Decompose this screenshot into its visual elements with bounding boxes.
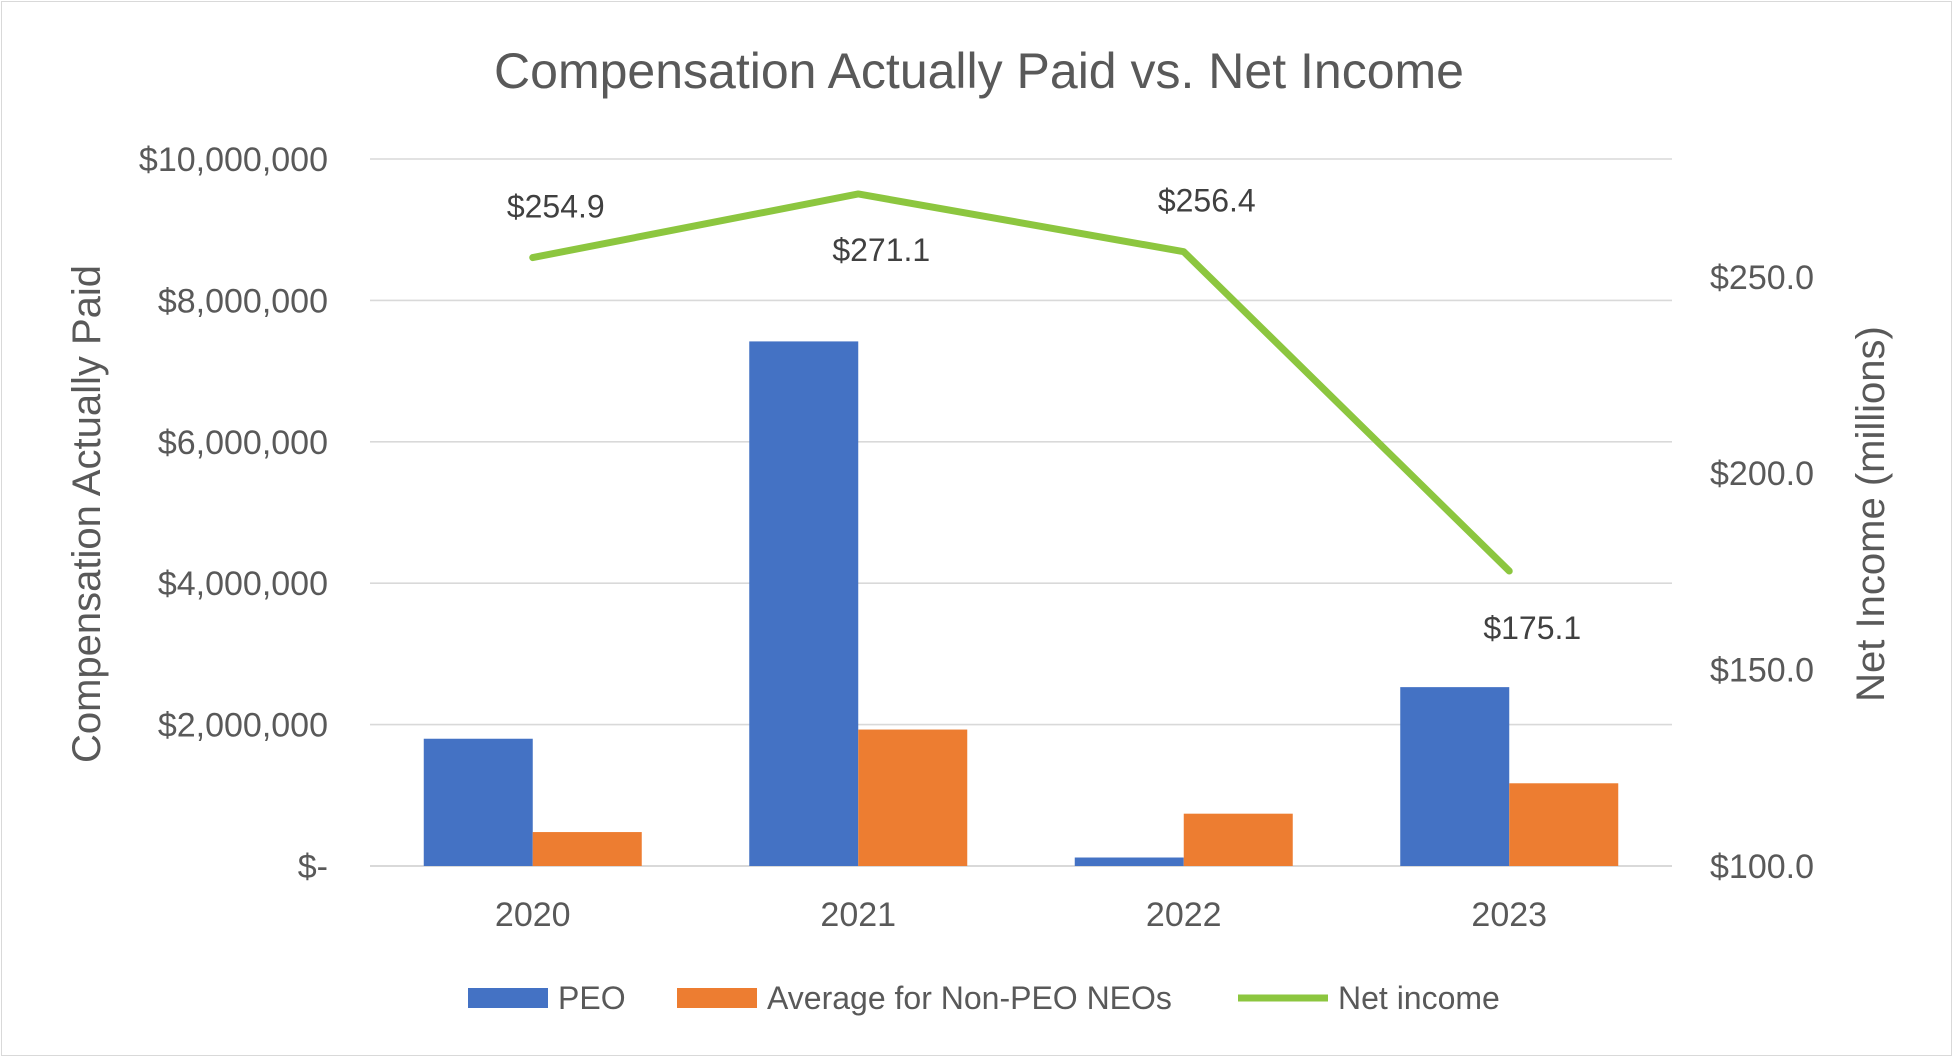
right-tick-label: $200.0 xyxy=(1710,455,1814,493)
non-peo-bar xyxy=(858,729,968,866)
peo-bar xyxy=(1074,857,1184,866)
right-tick-label: $250.0 xyxy=(1710,259,1814,297)
x-tick-label: 2021 xyxy=(820,896,896,934)
net-income-data-label: $175.1 xyxy=(1483,610,1581,646)
non-peo-bar xyxy=(1509,783,1619,866)
left-tick-label: $10,000,000 xyxy=(139,141,328,179)
left-tick-label: $2,000,000 xyxy=(158,707,328,745)
bar-series xyxy=(423,341,1619,866)
peo-bar xyxy=(1400,687,1510,866)
chart-title: Compensation Actually Paid vs. Net Incom… xyxy=(494,43,1464,99)
x-tick-label: 2022 xyxy=(1146,896,1222,934)
x-tick-label: 2020 xyxy=(495,896,571,934)
left-tick-label: $8,000,000 xyxy=(158,282,328,320)
legend-swatch xyxy=(468,988,548,1008)
legend: PEO Average for Non-PEO NEOs Net income xyxy=(468,980,1500,1016)
net-income-line xyxy=(529,190,1513,575)
peo-bar xyxy=(423,738,533,866)
left-tick-label: $6,000,000 xyxy=(158,424,328,462)
left-axis: $- $2,000,000 $4,000,000 $6,000,000 $8,000,0… xyxy=(139,141,328,886)
right-tick-label: $100.0 xyxy=(1710,848,1814,886)
peo-bar xyxy=(749,341,859,866)
left-tick-label: $- xyxy=(298,848,328,886)
left-axis-title: Compensation Actually Paid xyxy=(65,265,109,763)
right-axis: $100.0 $150.0 $200.0 $250.0 xyxy=(1710,259,1814,886)
line-series: $254.9 $271.1 $256.4 $175.1 xyxy=(507,183,1581,646)
legend-label: PEO xyxy=(558,980,626,1016)
x-axis: 2020 2021 2022 2023 xyxy=(495,896,1547,934)
net-income-data-label: $256.4 xyxy=(1158,183,1256,219)
legend-swatch xyxy=(677,988,757,1008)
legend-label: Average for Non-PEO NEOs xyxy=(767,980,1172,1016)
non-peo-bar xyxy=(532,832,642,866)
net-income-data-label: $271.1 xyxy=(832,232,930,268)
x-tick-label: 2023 xyxy=(1471,896,1547,934)
non-peo-bar xyxy=(1183,813,1293,866)
right-tick-label: $150.0 xyxy=(1710,652,1814,690)
net-income-data-label: $254.9 xyxy=(507,189,605,225)
legend-label: Net income xyxy=(1338,980,1500,1016)
right-axis-title: Net Income (millions) xyxy=(1849,326,1893,702)
left-tick-label: $4,000,000 xyxy=(158,565,328,603)
